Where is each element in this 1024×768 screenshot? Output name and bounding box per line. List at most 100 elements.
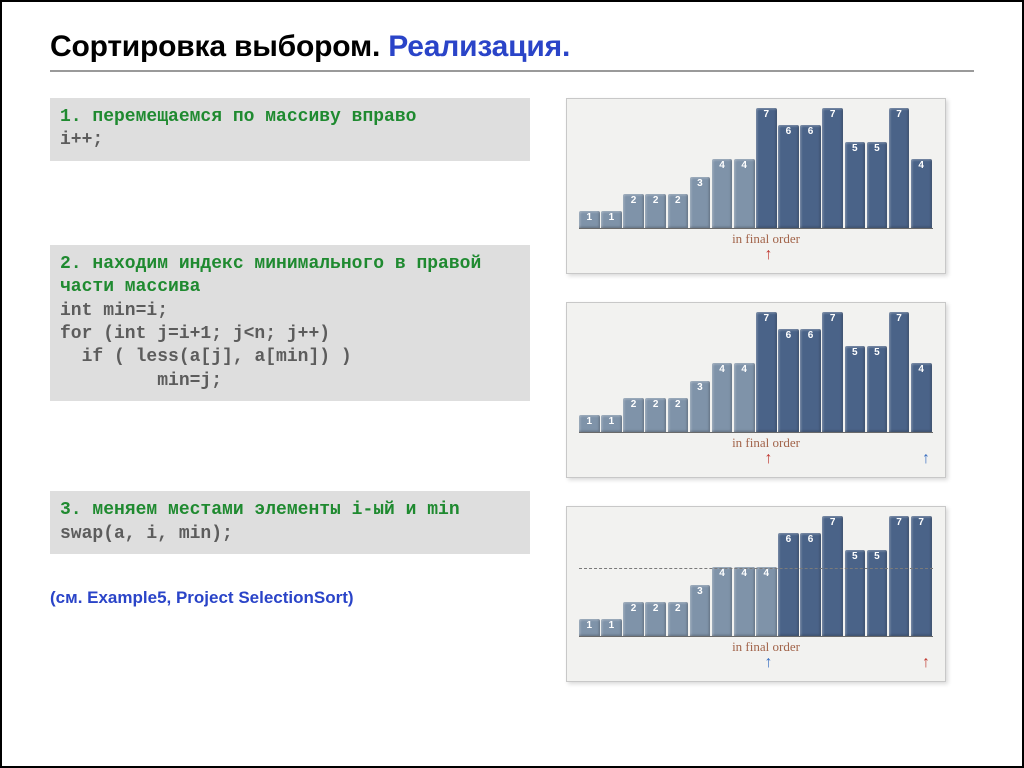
bar-label: 6: [786, 534, 792, 545]
bar-inner: 4: [712, 363, 733, 432]
bar-label: 3: [697, 178, 703, 189]
chart-caption: in final order: [579, 435, 933, 451]
bar-inner: 7: [889, 108, 910, 228]
bar-inner: 6: [800, 533, 821, 636]
bar-label: 2: [653, 195, 659, 206]
bar-label: 3: [697, 586, 703, 597]
bar-label: 7: [896, 109, 902, 120]
bar: 7: [889, 516, 910, 636]
bar-inner: 6: [778, 533, 799, 636]
bar: 7: [756, 108, 777, 228]
bar-label: 2: [675, 603, 681, 614]
bar: 3: [690, 585, 711, 636]
bar-label: 4: [741, 160, 747, 171]
bar: 3: [690, 381, 711, 432]
arrow-blue-icon: ↑: [922, 451, 930, 467]
bar-label: 4: [918, 160, 924, 171]
bar: 6: [778, 329, 799, 432]
bar-inner: 7: [889, 312, 910, 432]
bar-inner: 1: [579, 415, 600, 432]
bar: 4: [712, 363, 733, 432]
bar: 2: [668, 194, 689, 228]
code-box-1: 1. перемещаемся по массиву вправо i++;: [50, 98, 530, 161]
dashed-line: [579, 568, 933, 569]
bar-inner: 3: [690, 585, 711, 636]
bar: 5: [867, 550, 888, 636]
bar-label: 5: [852, 551, 858, 562]
bar: 5: [845, 142, 866, 228]
bar-inner: 1: [601, 415, 622, 432]
bar: 7: [889, 108, 910, 228]
bar-label: 5: [874, 551, 880, 562]
bar: 6: [778, 533, 799, 636]
arrow-row: ↑↑: [579, 451, 933, 469]
code-box-2-title: 2. находим индекс минимального в правой …: [60, 254, 492, 297]
title-part1: Сортировка выбором.: [50, 30, 388, 63]
title-divider: [50, 70, 974, 72]
bars-row: 1122234446675577: [579, 517, 933, 637]
bar-label: 5: [852, 143, 858, 154]
bar-label: 2: [675, 195, 681, 206]
bar-inner: 4: [756, 567, 777, 636]
bar-inner: 5: [867, 346, 888, 432]
bar: 5: [845, 550, 866, 636]
bar-label: 2: [675, 399, 681, 410]
arrow-red-icon: ↑: [765, 451, 773, 467]
spacer-1: [50, 161, 530, 245]
spacer-2: [50, 401, 530, 491]
bar-label: 1: [587, 212, 593, 223]
title-part2: Реализация.: [388, 30, 570, 63]
bar-label: 4: [719, 364, 725, 375]
bar-inner: 5: [867, 550, 888, 636]
bar: 7: [822, 516, 843, 636]
bar-label: 4: [764, 568, 770, 579]
bar: 7: [822, 108, 843, 228]
bar-inner: 2: [645, 398, 666, 432]
bar: 5: [867, 346, 888, 432]
bar-label: 7: [830, 517, 836, 528]
code-box-3-title: 3. меняем местами элементы i-ый и min: [60, 500, 460, 520]
bar: 4: [911, 159, 932, 228]
content-row: 1. перемещаемся по массиву вправо i++; 2…: [50, 98, 974, 682]
bar-inner: 5: [845, 142, 866, 228]
code-box-2-code: int min=i; for (int j=i+1; j<n; j++) if …: [60, 301, 352, 391]
bar-label: 7: [830, 313, 836, 324]
bar-label: 1: [587, 620, 593, 631]
chart-1: 1122234476675574in final order↑: [566, 98, 946, 274]
bar-label: 2: [653, 603, 659, 614]
right-column: 1122234476675574in final order↑ 11222344…: [566, 98, 946, 682]
bar-inner: 4: [712, 567, 733, 636]
bar-label: 2: [631, 603, 637, 614]
bar: 2: [645, 398, 666, 432]
bar-inner: 6: [778, 329, 799, 432]
bar-inner: 5: [867, 142, 888, 228]
bar-label: 4: [741, 568, 747, 579]
bar-label: 6: [808, 534, 814, 545]
bar: 7: [756, 312, 777, 432]
bar: 7: [911, 516, 932, 636]
bar: 4: [734, 567, 755, 636]
bar-label: 4: [719, 160, 725, 171]
bar: 2: [623, 194, 644, 228]
bar: 1: [579, 619, 600, 636]
bar-inner: 7: [889, 516, 910, 636]
bar-inner: 4: [734, 567, 755, 636]
bar-label: 1: [587, 416, 593, 427]
bar-inner: 2: [623, 602, 644, 636]
bar: 5: [867, 142, 888, 228]
bar: 2: [645, 194, 666, 228]
bar-label: 1: [609, 212, 615, 223]
bar: 2: [623, 398, 644, 432]
bars-row: 1122234476675574: [579, 109, 933, 229]
bar-label: 7: [764, 109, 770, 120]
bar-inner: 2: [668, 398, 689, 432]
bar-inner: 7: [822, 108, 843, 228]
chart-caption: in final order: [579, 231, 933, 247]
bar: 1: [601, 619, 622, 636]
bar-label: 1: [609, 620, 615, 631]
bar: 2: [645, 602, 666, 636]
bar-label: 7: [764, 313, 770, 324]
bar-inner: 1: [579, 619, 600, 636]
bar: 6: [800, 533, 821, 636]
bar: 1: [601, 415, 622, 432]
